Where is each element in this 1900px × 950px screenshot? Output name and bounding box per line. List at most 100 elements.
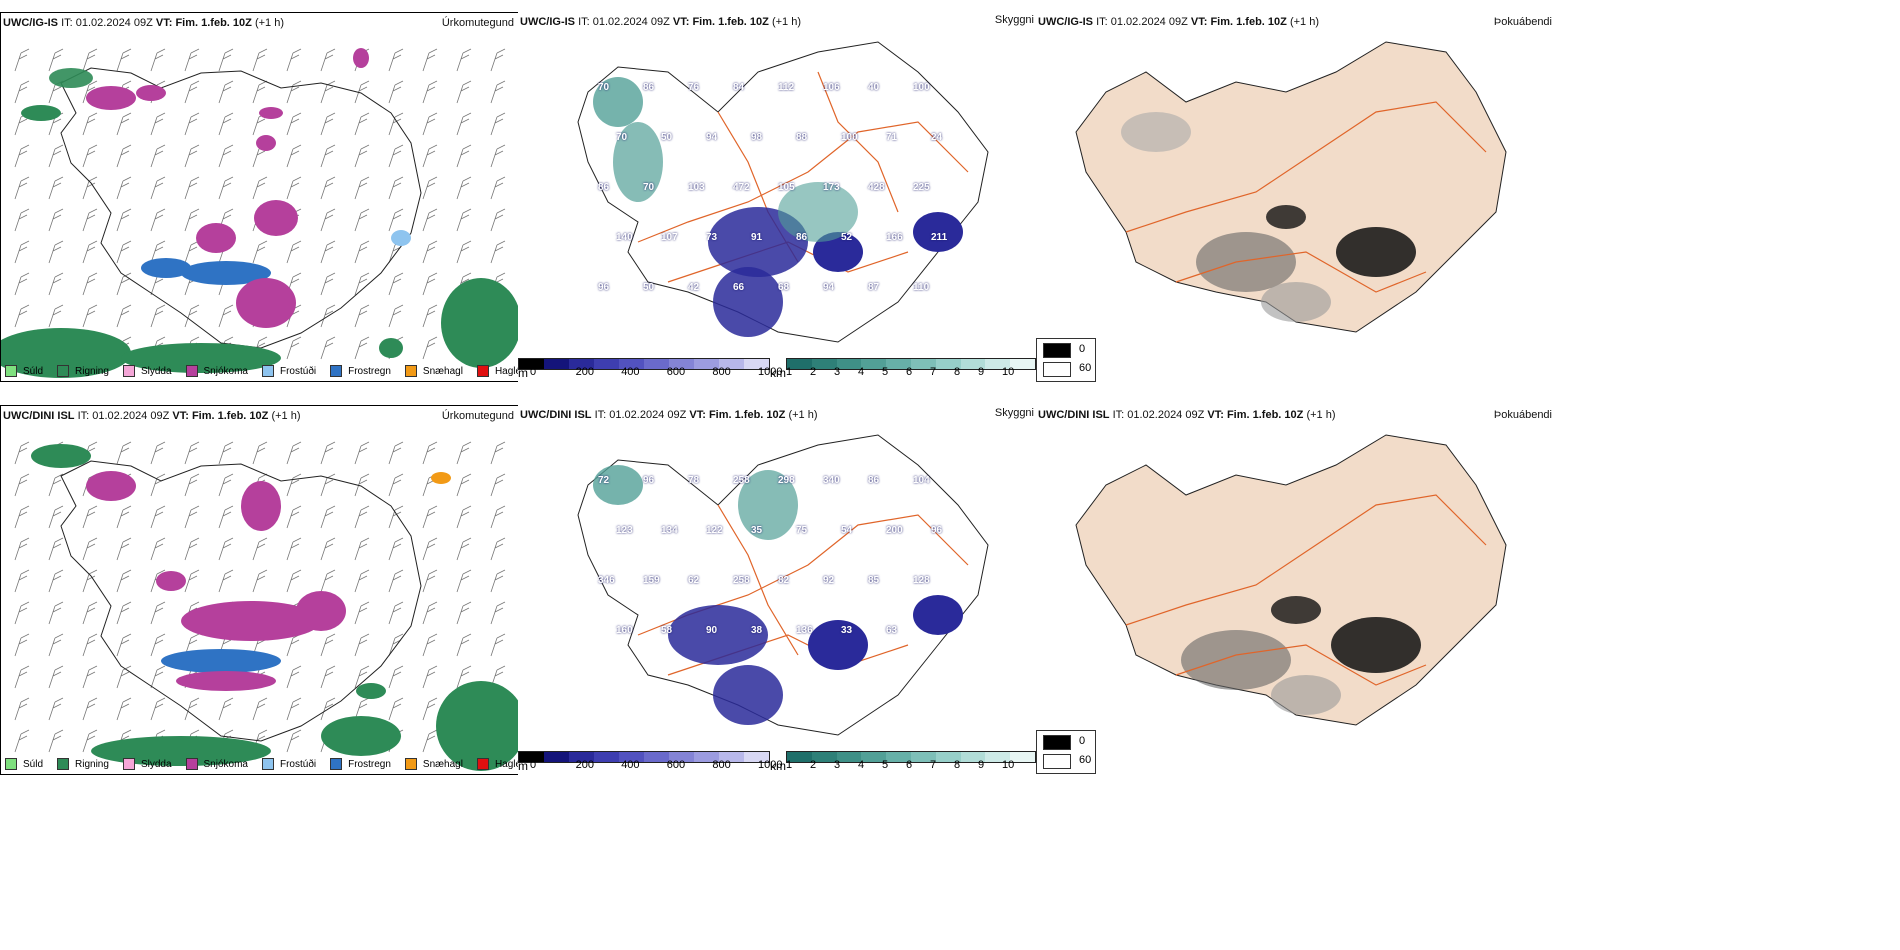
wind-barb-icon <box>116 601 132 625</box>
wind-barb-icon <box>456 441 472 465</box>
wind-barb-icon <box>286 569 302 593</box>
it-value: 01.02.2024 09Z <box>592 16 670 28</box>
wind-barb-icon <box>388 441 404 465</box>
wind-barb-icon <box>48 48 64 72</box>
wind-barb-icon <box>150 208 166 232</box>
wind-barb-icon <box>320 304 336 328</box>
wind-barb-icon <box>48 473 64 497</box>
legend-item: Haglél <box>476 365 518 377</box>
wind-barb-icon <box>490 505 506 529</box>
swatch-icon <box>185 758 198 770</box>
vt-label: VT: <box>155 17 173 29</box>
panel-header: UWC/IG-IS IT: 01.02.2024 09Z VT: Fim. 1.… <box>520 16 801 28</box>
wind-barb-icon <box>422 48 438 72</box>
it-label: IT: <box>1096 16 1108 28</box>
wind-barb-icon <box>320 176 336 200</box>
wind-barb-icon <box>388 112 404 136</box>
wind-barb-icon <box>320 336 336 360</box>
wind-barb-icon <box>490 144 506 168</box>
wind-barb-icon <box>150 697 166 721</box>
legend-item: Haglél <box>476 758 518 770</box>
wind-barb-icon <box>422 176 438 200</box>
wind-barb-icon <box>48 176 64 200</box>
fog-legend-high: 0 <box>1079 343 1086 355</box>
wind-barb-icon <box>14 48 30 72</box>
wind-barb-icon <box>82 112 98 136</box>
roads <box>1125 494 1487 686</box>
wind-barb-icon <box>14 697 30 721</box>
tick-label: 600 <box>666 366 686 378</box>
wind-barb-icon <box>116 144 132 168</box>
wind-barb-icon <box>48 601 64 625</box>
colorbar-segment <box>787 752 812 762</box>
vt-label: VT: <box>689 409 706 421</box>
wind-barb-icon <box>184 473 200 497</box>
it-value: 01.02.2024 09Z <box>75 17 153 29</box>
colorbar-segment <box>811 359 837 369</box>
wind-barb-icon <box>354 601 370 625</box>
wind-barb-icon <box>218 112 234 136</box>
wind-barb-icon <box>184 697 200 721</box>
wind-barb-icon <box>252 537 268 561</box>
colorbar-segment <box>960 752 986 762</box>
wind-barb-icon <box>456 80 472 104</box>
wind-barb-icon <box>252 240 268 264</box>
swatch-icon <box>330 365 343 377</box>
swatch-icon <box>57 365 70 377</box>
wind-barb-icon <box>14 304 30 328</box>
km-unit: km <box>770 366 786 380</box>
wind-barb-icon <box>48 729 64 753</box>
lead-offset: (+1 h) <box>788 409 818 421</box>
tick-label: 200 <box>575 366 594 378</box>
wind-barb-icon <box>48 697 64 721</box>
wind-barb-icon <box>218 48 234 72</box>
wind-barb-icon <box>48 505 64 529</box>
swatch-icon <box>122 365 135 377</box>
precip-type-panel-top: UWC/IG-IS IT: 01.02.2024 09Z VT: Fim. 1.… <box>0 12 519 382</box>
colorbar-segment <box>985 752 1011 762</box>
wind-barb-icon <box>184 80 200 104</box>
wind-barb-icon <box>388 473 404 497</box>
wind-barb-icon <box>218 176 234 200</box>
panel-header: UWC/IG-IS IT: 01.02.2024 09Z VT: Fim. 1.… <box>1038 16 1319 28</box>
wind-barb-icon <box>422 144 438 168</box>
wind-barb-icon <box>184 537 200 561</box>
wind-barb-icon <box>82 665 98 689</box>
colorbar-segment <box>985 359 1011 369</box>
tick-label: 1000 <box>758 759 783 771</box>
tick-label: 4 <box>858 759 865 771</box>
wind-barb-icon <box>354 505 370 529</box>
tick-label: 0 <box>530 759 537 771</box>
legend-item: Snjókoma <box>185 365 248 377</box>
colorbar-segment <box>669 752 694 762</box>
tick-label: 400 <box>621 366 640 378</box>
fog-legend: 0 60 <box>1036 730 1096 774</box>
legend-item: Súld <box>5 365 43 377</box>
wind-barb-icon <box>286 80 302 104</box>
wind-barb-icon <box>320 697 336 721</box>
wind-barb-icon <box>422 601 438 625</box>
wind-barb-icon <box>82 48 98 72</box>
wind-barb-icon <box>116 537 132 561</box>
vt-value: Fim. 1.feb. 10Z <box>175 17 252 29</box>
wind-barb-icon <box>14 633 30 657</box>
fog-legend-low: 60 <box>1079 754 1092 766</box>
wind-barb-icon <box>320 505 336 529</box>
wind-barb-icon <box>456 537 472 561</box>
precip-shapes <box>31 444 518 771</box>
wind-barb-icon <box>422 505 438 529</box>
wind-barb-icon <box>320 633 336 657</box>
wind-barb-icon <box>354 176 370 200</box>
wind-barb-icon <box>218 697 234 721</box>
wind-barb-icon <box>82 176 98 200</box>
visibility-map-bottom <box>577 434 989 736</box>
wind-barb-icon <box>422 272 438 296</box>
wind-barb-icon <box>490 112 506 136</box>
lead-offset: (+1 h) <box>771 16 801 28</box>
colorbar-segment <box>544 359 569 369</box>
wind-barb-icon <box>456 665 472 689</box>
wind-barb-icon <box>218 144 234 168</box>
wind-barb-icon <box>150 48 166 72</box>
wind-barb-icon <box>490 240 506 264</box>
swatch-icon <box>122 758 135 770</box>
